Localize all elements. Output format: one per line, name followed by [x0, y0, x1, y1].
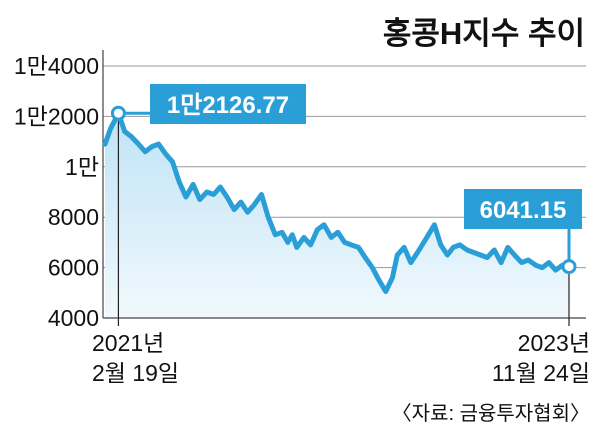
- y-axis-ticks: 1만4000 1만2000 1만 8000 6000 4000: [14, 53, 99, 331]
- end-callout: 6041.15: [464, 189, 582, 275]
- end-point-marker: [561, 259, 577, 275]
- y-tick-label: 6000: [48, 255, 99, 281]
- y-tick-label: 1만: [65, 154, 99, 180]
- start-value-box: [150, 84, 306, 124]
- start-callout: 1만2126.77: [110, 84, 306, 124]
- x-start-label-year: 2021년: [92, 330, 164, 356]
- y-tick-label: 1만2000: [14, 103, 99, 129]
- y-tick-label: 8000: [48, 204, 99, 230]
- series-area: [105, 113, 569, 318]
- x-start-label-day: 2월 19일: [92, 360, 179, 386]
- chart-title: 홍콩H지수 추이: [383, 16, 585, 51]
- series-line: [102, 110, 572, 294]
- y-tick-label: 4000: [48, 305, 99, 331]
- start-point-marker: [110, 105, 126, 121]
- end-value-label: 6041.15: [480, 197, 567, 224]
- x-end-label-year: 2023년: [518, 330, 590, 356]
- start-value-label: 1만2126.77: [167, 92, 289, 119]
- source-note: 〈자료: 금융투자협회〉: [392, 402, 590, 425]
- y-tick-label: 1만4000: [14, 53, 99, 79]
- x-end-label-day: 11월 24일: [492, 360, 590, 386]
- end-value-box: [464, 189, 582, 229]
